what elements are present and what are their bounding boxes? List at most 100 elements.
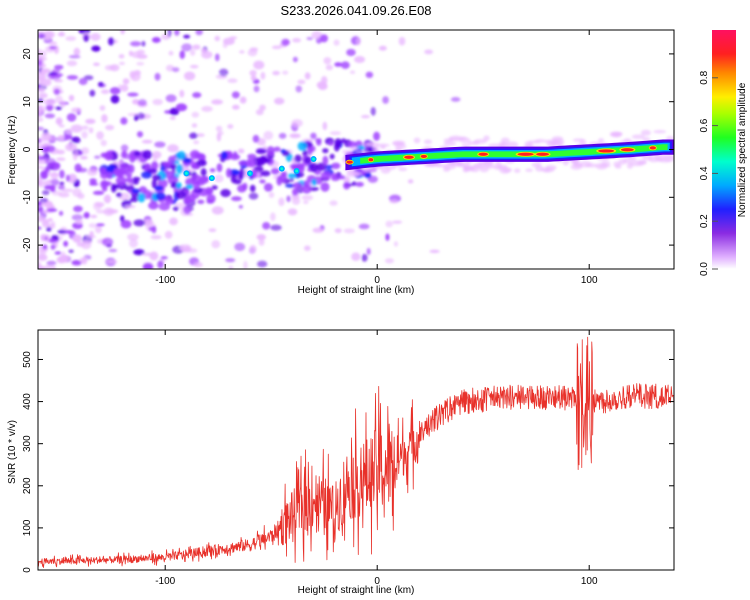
heatmap-cell (256, 260, 268, 268)
heatmap-cell (378, 45, 387, 51)
heatmap-cell (274, 97, 285, 105)
heatmap-cell (631, 134, 645, 140)
heatmap-cell (91, 45, 101, 52)
heatmap-cell (169, 116, 176, 120)
heatmap-cell (191, 174, 202, 185)
heatmap-cell (610, 131, 623, 137)
heatmap-cell (89, 89, 96, 97)
heatmap-cell (270, 212, 276, 222)
heatmap-cell (331, 173, 339, 179)
heatmap-cell (227, 78, 238, 83)
heatmap-cell (278, 197, 285, 207)
heatmap-cell (242, 182, 248, 191)
heatmap-cell (210, 176, 214, 180)
heatmap-cell (201, 175, 210, 182)
heatmap-cell (129, 41, 142, 47)
y-tick-label: 0 (22, 146, 33, 152)
heatmap-cell (155, 192, 166, 201)
heatmap-cell (151, 225, 157, 234)
heatmap-cell (513, 168, 521, 173)
heatmap-cell (197, 199, 205, 205)
colorbar-gradient (712, 30, 736, 269)
heatmap-cell (294, 154, 302, 163)
heatmap-cell (38, 117, 44, 123)
heatmap-cell (443, 141, 457, 146)
heatmap-cell (232, 170, 241, 175)
heatmap-cell (55, 149, 66, 155)
heatmap-cell (68, 249, 74, 253)
heatmap-cell (333, 39, 340, 46)
heatmap-cell (46, 260, 57, 266)
heatmap-cell (160, 164, 166, 172)
x-tick-label: -100 (155, 576, 175, 587)
heatmap-cell (78, 150, 83, 156)
heatmap-cell (83, 212, 90, 219)
heatmap-cell (101, 114, 108, 123)
heatmap-cell (175, 191, 187, 200)
heatmap-cell (463, 166, 475, 172)
heatmap-cell (201, 50, 213, 59)
heatmap-cell (424, 49, 434, 55)
heatmap-cell (40, 234, 46, 242)
heatmap-cell (317, 82, 328, 91)
heatmap-cell (136, 62, 145, 66)
x-tick-label: 100 (581, 275, 598, 286)
heatmap-cell (55, 117, 63, 126)
heatmap-cell (340, 61, 350, 69)
heatmap-cell (259, 104, 266, 111)
heatmap-cell (362, 167, 377, 173)
heatmap-cell (129, 156, 136, 163)
heatmap-cell (41, 189, 50, 196)
heatmap-cell (47, 218, 53, 222)
heatmap-cell (152, 154, 158, 164)
heatmap-cell (72, 234, 82, 243)
heatmap-cell (48, 238, 57, 243)
heatmap-cell (181, 43, 193, 52)
heatmap-cell (66, 128, 72, 135)
heatmap-cell (168, 155, 176, 165)
heatmap-cell (73, 47, 81, 56)
heatmap-cell (506, 141, 519, 149)
heatmap-cell (38, 72, 47, 81)
ridge-hotspot (420, 154, 428, 159)
heatmap-cell (393, 241, 399, 247)
heatmap-cell (320, 75, 328, 85)
ridge-hotspot (517, 152, 534, 156)
colorbar-tick-label: 0.2 (699, 214, 710, 228)
heatmap-cell (73, 205, 83, 213)
heatmap-cell (96, 131, 104, 140)
heatmap-cell (642, 137, 651, 142)
heatmap-cell (189, 150, 201, 160)
heatmap-cell (49, 74, 61, 80)
heatmap-cell (88, 223, 97, 228)
heatmap-cell (322, 155, 329, 166)
heatmap-cell (38, 126, 45, 131)
heatmap-cell (287, 208, 298, 216)
heatmap-cell (338, 175, 346, 180)
heatmap-cell (355, 181, 364, 187)
heatmap-cell (101, 237, 114, 247)
heatmap-cell (320, 171, 332, 180)
heatmap-cell (197, 154, 206, 161)
heatmap-cell (44, 264, 56, 269)
heatmap-cell (70, 124, 83, 133)
heatmap-cell (58, 192, 70, 198)
heatmap-cell (41, 132, 52, 141)
heatmap-cell (59, 181, 65, 186)
heatmap-cell (46, 208, 58, 212)
heatmap-cell (122, 78, 130, 85)
heatmap-cell (208, 228, 217, 232)
heatmap-cell (94, 225, 102, 234)
heatmap-cell (86, 235, 97, 239)
heatmap-cell (280, 167, 284, 171)
heatmap-cell (167, 144, 179, 153)
heatmap-cell (376, 143, 390, 148)
colorbar-label: Normalized spectral amplitude (737, 82, 748, 217)
ridge-hotspot (346, 160, 353, 164)
heatmap-blobs (38, 30, 674, 269)
heatmap-cell (278, 132, 287, 139)
heatmap-cell (50, 179, 60, 186)
heatmap-cell (276, 175, 283, 186)
heatmap-cell (259, 179, 266, 184)
